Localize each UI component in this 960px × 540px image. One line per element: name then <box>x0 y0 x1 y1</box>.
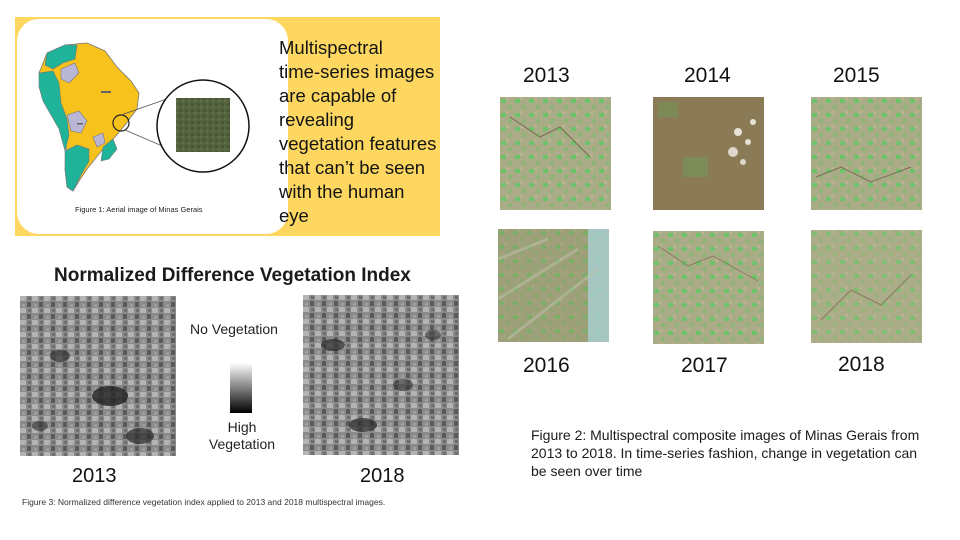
ndvi-title: Normalized Difference Vegetation Index <box>54 265 411 286</box>
south-america-map <box>38 42 250 192</box>
figure1-caption: Figure 1: Aerial image of Minas Gerais <box>75 205 203 214</box>
composite-image-2017 <box>653 231 764 344</box>
map-card: Figure 1: Aerial image of Minas Gerais <box>17 19 288 234</box>
composite-image-2014 <box>653 97 764 210</box>
teal-region-north <box>44 44 78 70</box>
legend-gradient-bar <box>230 363 252 413</box>
teal-region-south <box>64 144 90 192</box>
ts-year-label: 2013 <box>523 64 570 87</box>
ts-year-label: 2017 <box>681 354 728 377</box>
composite-image-2013 <box>500 97 611 210</box>
figure3-caption: Figure 3: Normalized difference vegetati… <box>22 497 386 507</box>
lavender-region-3 <box>92 132 106 148</box>
ndvi-year-label: 2018 <box>360 465 405 487</box>
ts-year-label: 2014 <box>684 64 731 87</box>
ndvi-image-2013 <box>20 296 176 456</box>
teal-region-east <box>100 138 118 162</box>
lavender-region-2 <box>66 110 88 134</box>
composite-image-2018 <box>811 230 922 343</box>
lavender-region-1 <box>60 62 80 84</box>
composite-image-2016 <box>498 229 609 342</box>
ndvi-image-2018 <box>303 295 459 455</box>
legend-high-vegetation: High Vegetation <box>208 419 276 452</box>
composite-image-2015 <box>811 97 922 210</box>
figure2-caption: Figure 2: Multispectral composite images… <box>531 427 920 479</box>
ts-year-label: 2015 <box>833 64 880 87</box>
ts-year-label: 2016 <box>523 354 570 377</box>
teal-region-west <box>38 70 70 153</box>
ts-year-label: 2018 <box>838 353 885 376</box>
intro-card: Figure 1: Aerial image of Minas Gerais M… <box>15 17 440 236</box>
ndvi-year-label: 2013 <box>72 465 117 487</box>
legend-no-vegetation: No Vegetation <box>190 321 278 337</box>
intro-text: Multispectral time-series images are cap… <box>279 37 437 226</box>
